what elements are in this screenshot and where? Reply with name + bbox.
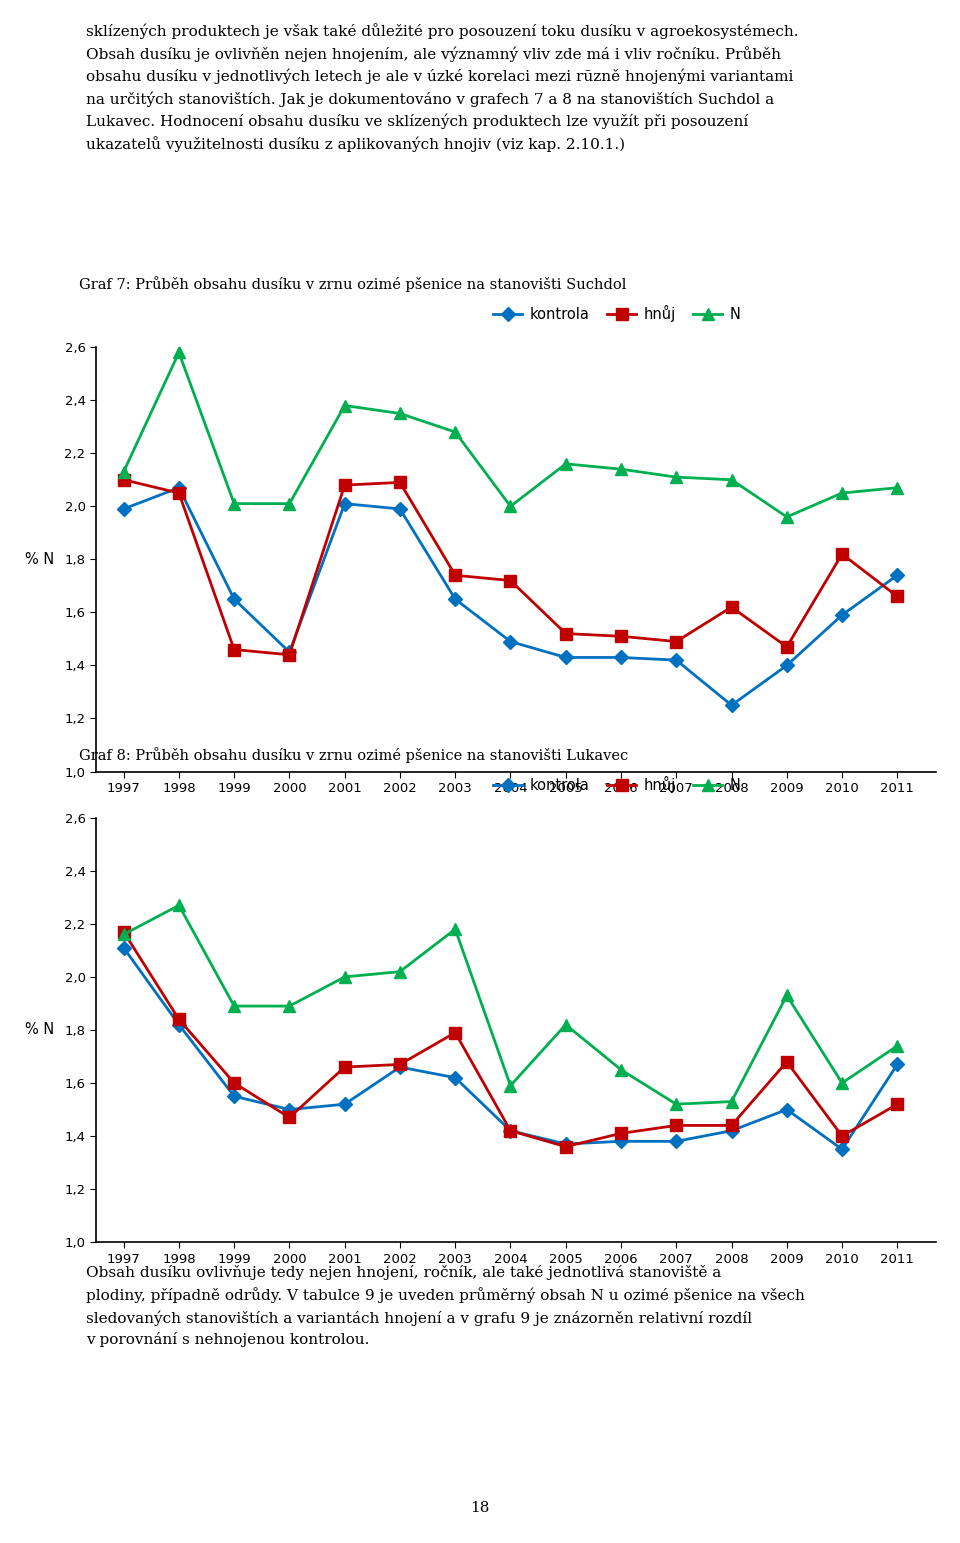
Legend: kontrola, hnůj, N: kontrola, hnůj, N <box>488 299 746 329</box>
Text: sklízených produktech je však také důležité pro posouzení toku dusíku v agroekos: sklízených produktech je však také důlež… <box>86 23 799 153</box>
Text: Graf 8: Průběh obsahu dusíku v zrnu ozimé pšenice na stanovišti Lukavec: Graf 8: Průběh obsahu dusíku v zrnu ozim… <box>79 747 629 762</box>
Text: Graf 7: Průběh obsahu dusíku v zrnu ozimé pšenice na stanovišti Suchdol: Graf 7: Průběh obsahu dusíku v zrnu ozim… <box>79 276 627 292</box>
Text: 18: 18 <box>470 1501 490 1515</box>
Legend: kontrola, hnůj, N: kontrola, hnůj, N <box>488 770 746 799</box>
Y-axis label: % N: % N <box>25 552 54 566</box>
Y-axis label: % N: % N <box>25 1023 54 1037</box>
Text: Obsah dusíku ovlivňuje tedy nejen hnojení, ročník, ale také jednotlivá stanovišt: Obsah dusíku ovlivňuje tedy nejen hnojen… <box>86 1265 805 1347</box>
